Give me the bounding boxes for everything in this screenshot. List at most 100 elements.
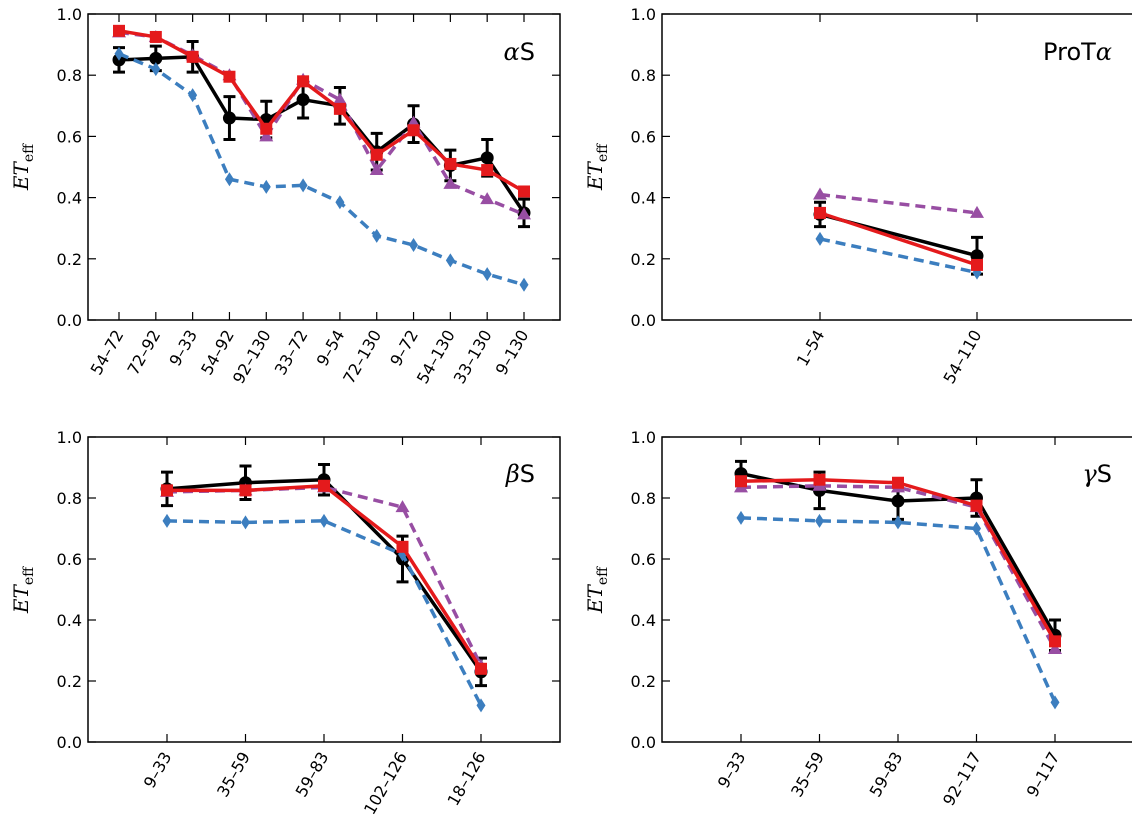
series-line-blue	[740, 516, 1057, 704]
x-tick-label: 59–83	[292, 749, 333, 801]
series-line-red	[167, 484, 483, 670]
data-point-red	[444, 157, 457, 170]
data-point-red	[260, 122, 273, 135]
data-point-red	[813, 473, 826, 486]
y-axis-label: ETeff	[583, 566, 611, 614]
series-line-black	[166, 477, 483, 673]
data-point-blue	[815, 231, 825, 246]
y-tick-label: 0.0	[57, 733, 82, 752]
data-point-blue	[476, 698, 486, 713]
data-point-red	[161, 484, 173, 497]
data-point-blue	[736, 510, 746, 525]
data-point-red	[735, 475, 747, 488]
panel-label: αS	[504, 38, 535, 66]
data-point-blue	[1050, 695, 1060, 710]
series-purple	[160, 480, 488, 671]
x-tick-label: 18–126	[444, 749, 490, 810]
data-point-blue	[335, 195, 345, 210]
y-axis-label-main: ET	[583, 160, 607, 191]
series-red	[113, 24, 530, 198]
x-tick-label: 9–117	[1023, 749, 1064, 801]
x-tick-label: 9–72	[386, 327, 422, 370]
y-tick-label: 0.2	[57, 250, 82, 269]
y-tick-label: 0.6	[631, 127, 656, 146]
data-point-blue	[372, 228, 382, 243]
x-tick-label: 9–54	[313, 327, 349, 370]
y-axis-label-sub: eff	[595, 566, 611, 585]
panel-bottom-left: 0.0 0.2 0.4 0.6 0.8 1.0 9–33 35–59 59–83 102–126 1…	[9, 428, 561, 818]
x-tick-label: 102–126	[360, 749, 411, 818]
data-point-blue	[188, 88, 198, 103]
panel-label-text: ProT	[1043, 38, 1096, 66]
panel-label-greek: α	[1096, 38, 1112, 66]
data-point-red	[518, 185, 530, 198]
panel-label-greek: β	[505, 460, 520, 488]
data-point-purple	[332, 92, 347, 105]
x-tick-label: 92–117	[939, 749, 985, 810]
y-tick-label: 0.4	[631, 189, 656, 208]
data-point-black	[296, 93, 310, 107]
y-axis-label-sub: eff	[595, 143, 611, 162]
y-tick-label: 0.6	[631, 550, 656, 569]
data-point-red	[113, 24, 125, 37]
data-point-black	[222, 111, 236, 125]
data-point-red	[318, 479, 330, 492]
data-point-purple	[259, 129, 274, 142]
series-line-blue	[819, 237, 978, 275]
data-point-red	[407, 124, 420, 137]
data-point-black	[480, 151, 494, 165]
data-point-purple	[517, 207, 531, 220]
data-point-blue	[151, 62, 161, 77]
data-point-blue	[893, 515, 903, 530]
data-point-blue	[224, 172, 234, 187]
data-point-blue	[162, 513, 172, 528]
y-axis-label: ETeff	[583, 143, 611, 191]
y-tick-label: 0.8	[57, 66, 82, 85]
x-tick-label: 9–33	[140, 749, 176, 792]
y-axis-label-sub: eff	[21, 566, 37, 585]
data-point-blue	[298, 178, 308, 193]
data-point-red	[149, 30, 162, 43]
y-tick-label: 0.2	[631, 672, 656, 691]
series-line-red	[118, 29, 525, 193]
data-point-blue	[409, 238, 419, 253]
y-tick-label: 0.6	[57, 550, 82, 569]
series-black	[160, 462, 488, 688]
data-point-red	[1049, 635, 1061, 648]
y-tick-label: 1.0	[631, 5, 656, 24]
series-line-blue	[166, 519, 483, 707]
series-line-purple	[819, 192, 978, 215]
y-axis-label: ETeff	[9, 566, 37, 614]
data-point-red	[370, 148, 383, 161]
data-point-red	[297, 75, 310, 88]
series-line-purple	[740, 484, 1057, 650]
x-tick-label: 9–33	[165, 327, 201, 370]
y-tick-label: 0.8	[57, 489, 82, 508]
y-tick-label: 0.0	[631, 311, 656, 330]
panel-label: βS	[505, 460, 535, 488]
y-tick-label: 0.2	[57, 672, 82, 691]
series-purple	[813, 187, 984, 218]
y-axis-label-main: ET	[9, 583, 33, 614]
series-purple	[112, 25, 531, 220]
panel-top-right: 0.0 0.2 0.4 0.6 0.8 1.0 1–54 54–110 ETeff ProTα	[583, 5, 1132, 387]
panel-label-greek: α	[504, 38, 520, 66]
x-tick-label: 72–92	[123, 327, 164, 379]
x-tick-label: 9–33	[714, 749, 750, 792]
data-point-red	[814, 206, 826, 219]
series-red	[814, 206, 983, 271]
data-point-purple	[813, 187, 827, 200]
x-tick-label: 35–59	[213, 749, 254, 801]
x-tick-label: 9–130	[492, 327, 533, 379]
series-blue	[114, 46, 529, 292]
y-tick-label: 0.8	[631, 66, 656, 85]
data-point-red	[475, 662, 487, 675]
data-point-red	[223, 70, 236, 83]
data-point-blue	[319, 513, 329, 528]
series-blue	[736, 510, 1060, 710]
data-point-blue	[445, 253, 455, 268]
y-tick-label: 0.0	[57, 311, 82, 330]
data-point-black	[891, 494, 905, 508]
